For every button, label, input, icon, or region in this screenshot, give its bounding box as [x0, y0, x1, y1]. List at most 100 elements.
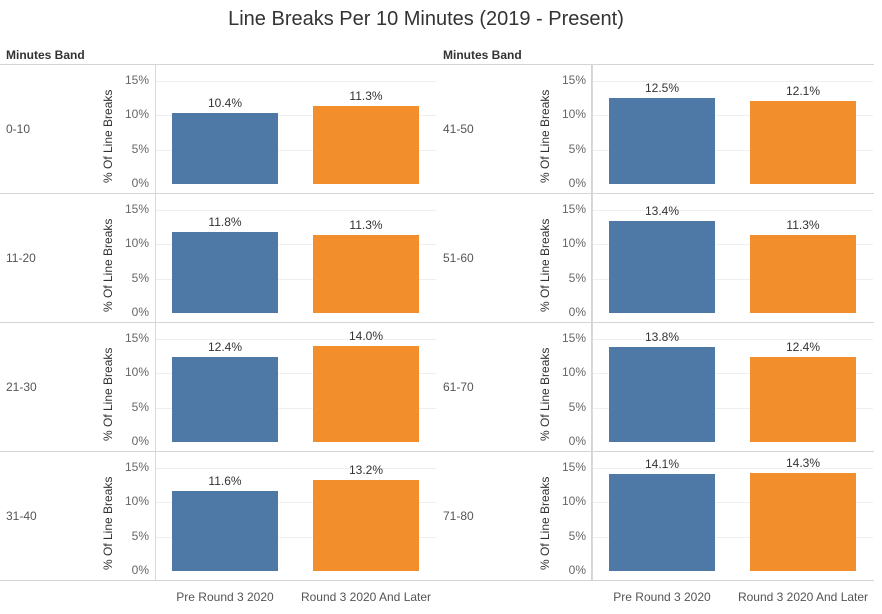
y-axis-label: % Of Line Breaks [101, 218, 115, 312]
gridline [593, 502, 873, 503]
bar-round-3-2020-and-later [750, 356, 856, 442]
bar-value-label: 12.1% [785, 83, 821, 98]
bar-value-label: 11.6% [208, 474, 242, 489]
plot-area [155, 193, 436, 322]
y-axis-label: % Of Line Breaks [538, 476, 552, 570]
row-divider [0, 64, 874, 65]
y-tick-label: 0% [568, 305, 586, 319]
plot-area [592, 193, 873, 322]
bar-value-label: 13.2% [348, 463, 384, 478]
y-tick-label: 0% [568, 563, 586, 577]
gridline [593, 408, 873, 409]
bar-round-3-2020-and-later [313, 235, 419, 313]
bar-round-3-2020-and-later [750, 472, 856, 571]
minutes-band-header-right: Minutes Band [443, 48, 522, 62]
plot-area [592, 64, 873, 193]
gridline [156, 244, 436, 245]
bar-value-label: 13.4% [644, 203, 680, 218]
row-divider [0, 580, 874, 581]
y-tick-label: 5% [131, 399, 149, 414]
bar-round-3-2020-and-later [313, 106, 419, 184]
bar-value-label: 14.1% [644, 457, 680, 472]
minutes-band-label: 0-10 [6, 122, 31, 136]
y-tick-label: 5% [131, 528, 149, 543]
row-divider [0, 451, 874, 452]
minutes-band-label: 21-30 [6, 380, 37, 394]
y-tick-label: 15% [124, 202, 149, 216]
y-tick-label: 0% [131, 305, 149, 319]
column-divider [591, 64, 592, 580]
bar-value-label: 14.3% [785, 455, 821, 470]
gridline [156, 468, 436, 469]
x-category-label: Pre Round 3 2020 [176, 590, 274, 604]
gridline [593, 373, 873, 374]
bar-pre-round-3-2020 [172, 491, 278, 571]
bar-value-label: 12.4% [785, 339, 821, 354]
x-category-label: Pre Round 3 2020 [613, 590, 711, 604]
bar-pre-round-3-2020 [609, 98, 715, 184]
bar-value-label: 11.3% [786, 218, 820, 233]
y-tick-label: 0% [568, 176, 586, 190]
bar-value-label: 11.3% [349, 218, 383, 233]
minutes-band-label: 71-80 [443, 509, 474, 523]
bar-value-label: 14.0% [348, 328, 384, 343]
y-tick-label: 10% [124, 236, 149, 251]
bar-pre-round-3-2020 [172, 231, 278, 313]
plot-area [155, 322, 436, 451]
bar-value-label: 11.8% [208, 214, 242, 229]
y-tick-label: 5% [568, 528, 586, 543]
gridline [156, 210, 436, 211]
bar-pre-round-3-2020 [609, 347, 715, 442]
gridline [156, 279, 436, 280]
y-tick-label: 5% [568, 399, 586, 414]
gridline [593, 339, 873, 340]
y-tick-label: 15% [124, 73, 149, 87]
bar-value-label: 13.8% [644, 330, 680, 345]
y-tick-label: 0% [131, 434, 149, 448]
y-tick-label: 15% [561, 73, 586, 87]
minutes-band-label: 41-50 [443, 122, 474, 136]
minutes-band-header-left: Minutes Band [6, 48, 85, 62]
y-axis-label: % Of Line Breaks [101, 476, 115, 570]
gridline [156, 115, 436, 116]
y-axis-label: % Of Line Breaks [538, 218, 552, 312]
gridline [156, 81, 436, 82]
y-tick-label: 0% [568, 434, 586, 448]
x-category-label: Round 3 2020 And Later [300, 590, 432, 604]
gridline [593, 537, 873, 538]
plot-area [155, 451, 436, 580]
y-tick-label: 15% [561, 460, 586, 474]
y-axis-label: % Of Line Breaks [101, 89, 115, 183]
gridline [593, 468, 873, 469]
plot-area [592, 451, 873, 580]
bar-value-label: 11.3% [349, 89, 383, 104]
y-tick-label: 15% [124, 460, 149, 474]
bar-pre-round-3-2020 [172, 112, 278, 184]
bar-round-3-2020-and-later [313, 345, 419, 442]
y-tick-label: 5% [131, 141, 149, 156]
bar-round-3-2020-and-later [750, 100, 856, 184]
y-tick-label: 10% [124, 107, 149, 122]
plot-area [592, 322, 873, 451]
gridline [593, 279, 873, 280]
y-tick-label: 5% [131, 270, 149, 285]
gridline [593, 210, 873, 211]
bar-value-label: 12.5% [644, 81, 680, 96]
minutes-band-label: 51-60 [443, 251, 474, 265]
gridline [156, 150, 436, 151]
gridline [593, 81, 873, 82]
y-tick-label: 5% [568, 141, 586, 156]
row-divider [0, 193, 874, 194]
y-tick-label: 10% [561, 365, 586, 380]
gridline [593, 115, 873, 116]
y-tick-label: 0% [131, 176, 149, 190]
gridline [156, 339, 436, 340]
gridline [593, 150, 873, 151]
y-tick-label: 10% [561, 107, 586, 122]
y-tick-label: 15% [124, 331, 149, 345]
y-tick-label: 10% [124, 365, 149, 380]
chart-title: Line Breaks Per 10 Minutes (2019 - Prese… [228, 8, 624, 30]
minutes-band-label: 11-20 [6, 251, 36, 265]
bar-round-3-2020-and-later [750, 235, 856, 313]
